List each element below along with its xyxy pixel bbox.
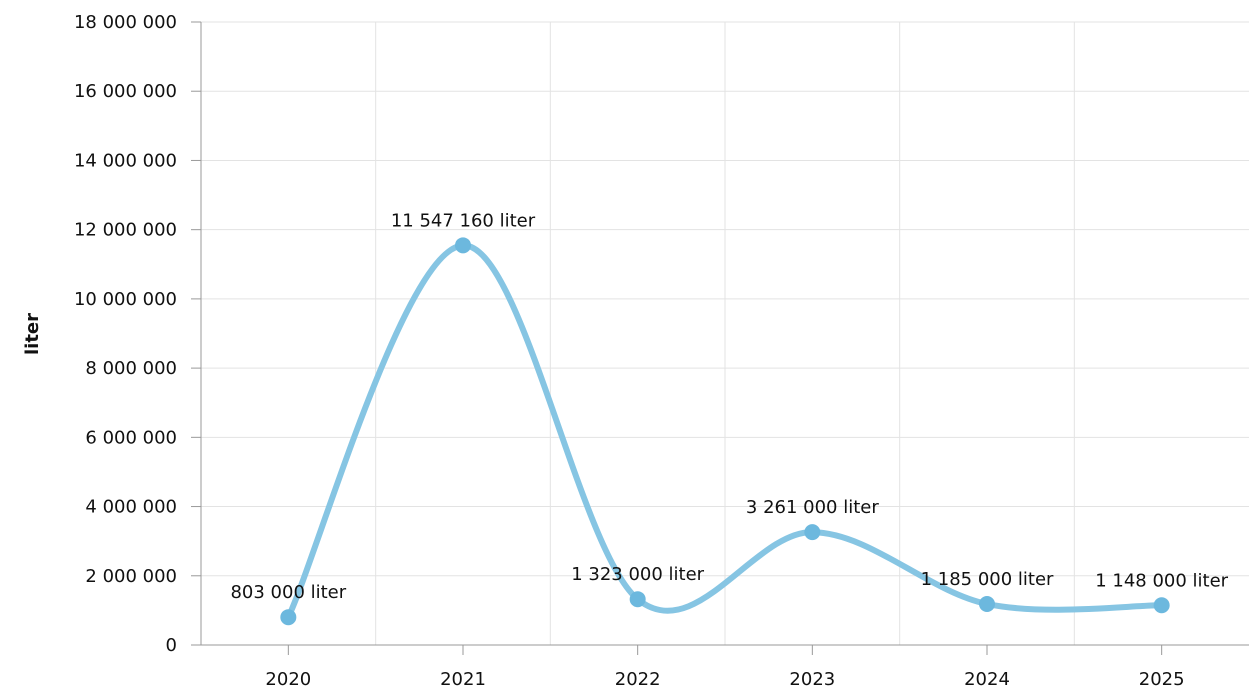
y-tick-label: 14 000 000 [74, 150, 177, 171]
y-axis-title: liter [22, 313, 43, 355]
x-tick-label: 2021 [440, 669, 486, 690]
y-tick-label: 12 000 000 [74, 220, 177, 241]
data-label: 11 547 160 liter [391, 210, 536, 231]
y-tick-label: 6 000 000 [85, 427, 177, 448]
x-tick-label: 2023 [789, 669, 835, 690]
y-tick-label: 18 000 000 [74, 12, 177, 33]
x-tick-label: 2025 [1139, 669, 1185, 690]
y-axis-tick-labels: 0 2 000 000 4 000 000 6 000 000 8 000 000 10 … [74, 12, 177, 656]
data-point[interactable] [455, 237, 471, 254]
x-tick-label: 2024 [964, 669, 1010, 690]
data-point[interactable] [979, 595, 995, 612]
x-tick-label: 2020 [265, 669, 311, 690]
y-tick-label: 2 000 000 [85, 566, 177, 587]
data-point[interactable] [804, 524, 821, 541]
y-tick-label: 0 [166, 635, 177, 656]
y-tick-label: 4 000 000 [85, 497, 177, 518]
data-label: 1 185 000 liter [921, 569, 1054, 590]
series [280, 237, 1170, 626]
grid [201, 21, 1249, 645]
x-tick-label: 2022 [615, 669, 661, 690]
y-tick-label: 8 000 000 [85, 358, 177, 379]
data-label: 3 261 000 liter [746, 497, 879, 518]
data-point[interactable] [280, 609, 297, 626]
data-label: 1 148 000 liter [1095, 570, 1228, 591]
y-tick-label: 16 000 000 [74, 81, 177, 102]
y-tick-label: 10 000 000 [74, 289, 177, 310]
data-labels: 803 000 liter 11 547 160 liter 1 323 000 l… [230, 210, 1228, 603]
data-point[interactable] [629, 591, 646, 608]
x-axis-tick-labels: 2020 2021 2022 2023 2024 2025 [265, 669, 1184, 690]
axes [191, 21, 1249, 655]
data-label: 1 323 000 liter [571, 564, 704, 585]
data-point[interactable] [1153, 597, 1170, 614]
data-label: 803 000 liter [230, 582, 346, 603]
